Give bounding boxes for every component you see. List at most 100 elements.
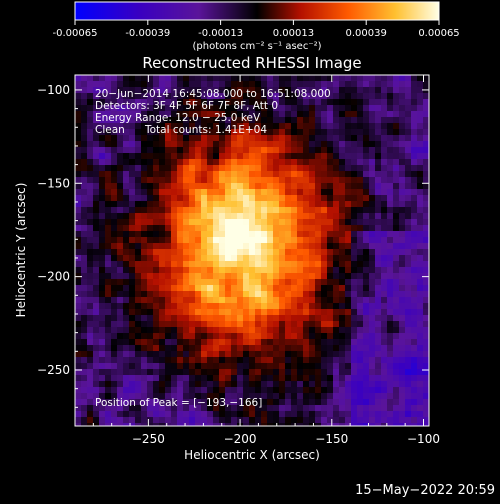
heatmap-cell (363, 75, 370, 82)
heatmap-cell (381, 285, 388, 292)
heatmap-cell (183, 213, 190, 220)
heatmap-cell (315, 333, 322, 340)
heatmap-cell (261, 219, 268, 226)
heatmap-cell (87, 201, 94, 208)
heatmap-cell (261, 249, 268, 256)
heatmap-cell (225, 123, 232, 130)
heatmap-cell (231, 333, 238, 340)
heatmap-cell (135, 315, 142, 322)
heatmap-cell (87, 147, 94, 154)
heatmap-cell (333, 243, 340, 250)
heatmap-cell (369, 369, 376, 376)
heatmap-cell (405, 255, 412, 262)
heatmap-cell (417, 165, 424, 172)
heatmap-cell (393, 123, 400, 130)
heatmap-cell (111, 333, 118, 340)
heatmap-cell (195, 177, 202, 184)
heatmap-cell (249, 255, 256, 262)
heatmap-cell (429, 285, 436, 292)
heatmap-cell (387, 279, 394, 286)
heatmap-cell (309, 189, 316, 196)
heatmap-cell (93, 99, 100, 106)
heatmap-cell (381, 75, 388, 82)
heatmap-cell (87, 225, 94, 232)
heatmap-cell (303, 381, 310, 388)
heatmap-cell (345, 111, 352, 118)
heatmap-cell (303, 315, 310, 322)
heatmap-cell (399, 327, 406, 334)
heatmap-cell (87, 171, 94, 178)
heatmap-cell (183, 153, 190, 160)
heatmap-cell (255, 255, 262, 262)
heatmap-cell (135, 81, 142, 88)
heatmap-cell (171, 375, 178, 382)
heatmap-cell (75, 429, 82, 436)
heatmap-cell (417, 141, 424, 148)
heatmap-cell (81, 81, 88, 88)
heatmap-cell (429, 369, 436, 376)
heatmap-cell (363, 351, 370, 358)
heatmap-cell (363, 243, 370, 250)
heatmap-cell (423, 255, 429, 262)
heatmap-cell (129, 345, 136, 352)
heatmap-cell (393, 213, 400, 220)
heatmap-cell (381, 177, 388, 184)
heatmap-cell (381, 279, 388, 286)
heatmap-cell (339, 153, 346, 160)
heatmap-cell (99, 429, 106, 436)
heatmap-cell (171, 357, 178, 364)
heatmap-cell (267, 231, 274, 238)
heatmap-cell (183, 165, 190, 172)
heatmap-cell (291, 297, 298, 304)
heatmap-cell (333, 105, 340, 112)
heatmap-cell (333, 129, 340, 136)
heatmap-cell (357, 297, 364, 304)
heatmap-cell (273, 363, 280, 370)
heatmap-cell (207, 285, 214, 292)
heatmap-cell (201, 141, 208, 148)
heatmap-cell (153, 171, 160, 178)
heatmap-cell (405, 147, 412, 154)
heatmap-cell (393, 141, 400, 148)
heatmap-cell (219, 111, 226, 118)
heatmap-cell (393, 333, 400, 340)
heatmap-cell (285, 315, 292, 322)
heatmap-cell (291, 147, 298, 154)
heatmap-cell (135, 273, 142, 280)
heatmap-cell (411, 369, 418, 376)
heatmap-cell (345, 153, 352, 160)
heatmap-cell (369, 357, 376, 364)
heatmap-cell (351, 285, 358, 292)
heatmap-cell (423, 297, 429, 304)
heatmap-cell (213, 273, 220, 280)
heatmap-cell (243, 315, 250, 322)
heatmap-cell (159, 135, 166, 142)
heatmap-cell (399, 351, 406, 358)
heatmap-cell (189, 225, 196, 232)
heatmap-cell (249, 393, 256, 400)
heatmap-cell (387, 93, 394, 100)
heatmap-cell (417, 249, 424, 256)
heatmap-cell (105, 285, 112, 292)
heatmap-cell (177, 279, 184, 286)
heatmap-cell (159, 87, 166, 94)
heatmap-cell (75, 417, 82, 424)
heatmap-cell (105, 219, 112, 226)
heatmap-cell (423, 285, 429, 292)
heatmap-cell (351, 75, 358, 82)
heatmap-cell (135, 135, 142, 142)
heatmap-cell (411, 303, 418, 310)
heatmap-cell (429, 135, 436, 142)
heatmap-cell (267, 171, 274, 178)
heatmap-cell (285, 237, 292, 244)
heatmap-cell (291, 117, 298, 124)
heatmap-cell (207, 243, 214, 250)
heatmap-cell (225, 351, 232, 358)
heatmap-cell (399, 339, 406, 346)
heatmap-cell (339, 417, 346, 424)
heatmap-cell (225, 363, 232, 370)
heatmap-cell (117, 309, 124, 316)
heatmap-cell (141, 159, 148, 166)
heatmap-cell (303, 219, 310, 226)
